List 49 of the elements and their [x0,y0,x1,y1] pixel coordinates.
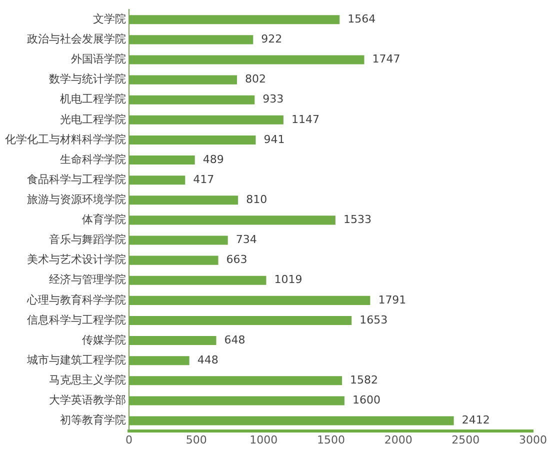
x-tick-label: 2500 [452,433,480,446]
data-label: 1600 [352,394,380,407]
data-label: 648 [224,333,246,346]
x-tick-label: 1500 [317,433,345,446]
data-label: 663 [226,253,248,266]
y-tick-label: 文学院 [93,12,126,26]
y-tick-label: 生命科学学院 [60,152,126,166]
y-tick-label: 美术与艺术设计学院 [27,253,126,266]
data-label: 1653 [360,313,388,326]
y-tick-label: 机电工程学院 [60,92,126,106]
data-label: 933 [262,92,284,106]
x-tick-label: 500 [186,433,207,446]
y-tick-label: 食品科学与工程学院 [27,172,126,186]
data-label: 1019 [274,273,302,286]
y-tick-label: 大学英语教学部 [49,394,126,407]
y-tick-label: 旅游与资源环境学院 [27,193,126,206]
y-tick-label: 体育学院 [82,213,126,226]
data-label: 1582 [350,374,378,387]
data-label: 1747 [372,52,400,66]
data-label: 489 [202,152,224,166]
data-label: 1147 [291,112,320,126]
data-label: 941 [264,132,285,146]
x-tick-label: 1000 [250,433,278,446]
y-tick-label: 经济与管理学院 [49,273,126,286]
y-tick-label: 数学与统计学院 [49,72,126,86]
y-tick-label: 心理与教育科学学院 [26,293,126,306]
y-tick-label: 光电工程学院 [60,112,126,126]
y-tick-label: 政治与社会发展学院 [27,32,126,46]
data-label: 417 [193,172,214,186]
y-tick-label: 化学化工与材料科学学院 [5,132,126,146]
data-label: 448 [197,353,218,366]
y-tick-label: 信息科学与工程学院 [27,313,126,326]
y-tick-label: 马克思主义学院 [49,374,126,387]
data-label: 1564 [348,12,376,26]
data-label: 802 [245,72,266,86]
data-label: 2412 [462,414,490,427]
y-tick-label: 传媒学院 [82,333,126,346]
data-label: 1791 [378,293,406,306]
x-tick-label: 3000 [519,433,548,446]
y-tick-label: 音乐与舞蹈学院 [49,233,126,246]
x-tick-label: 2000 [384,433,412,446]
data-label: 922 [261,32,282,46]
data-label: 1533 [343,213,372,226]
data-label: 734 [236,233,257,246]
data-label: 810 [246,193,268,206]
y-tick-label: 外国语学院 [71,52,126,66]
x-tick-label: 0 [126,433,132,446]
y-tick-label: 城市与建筑工程学院 [26,353,126,366]
y-tick-label: 初等教育学院 [60,414,126,427]
